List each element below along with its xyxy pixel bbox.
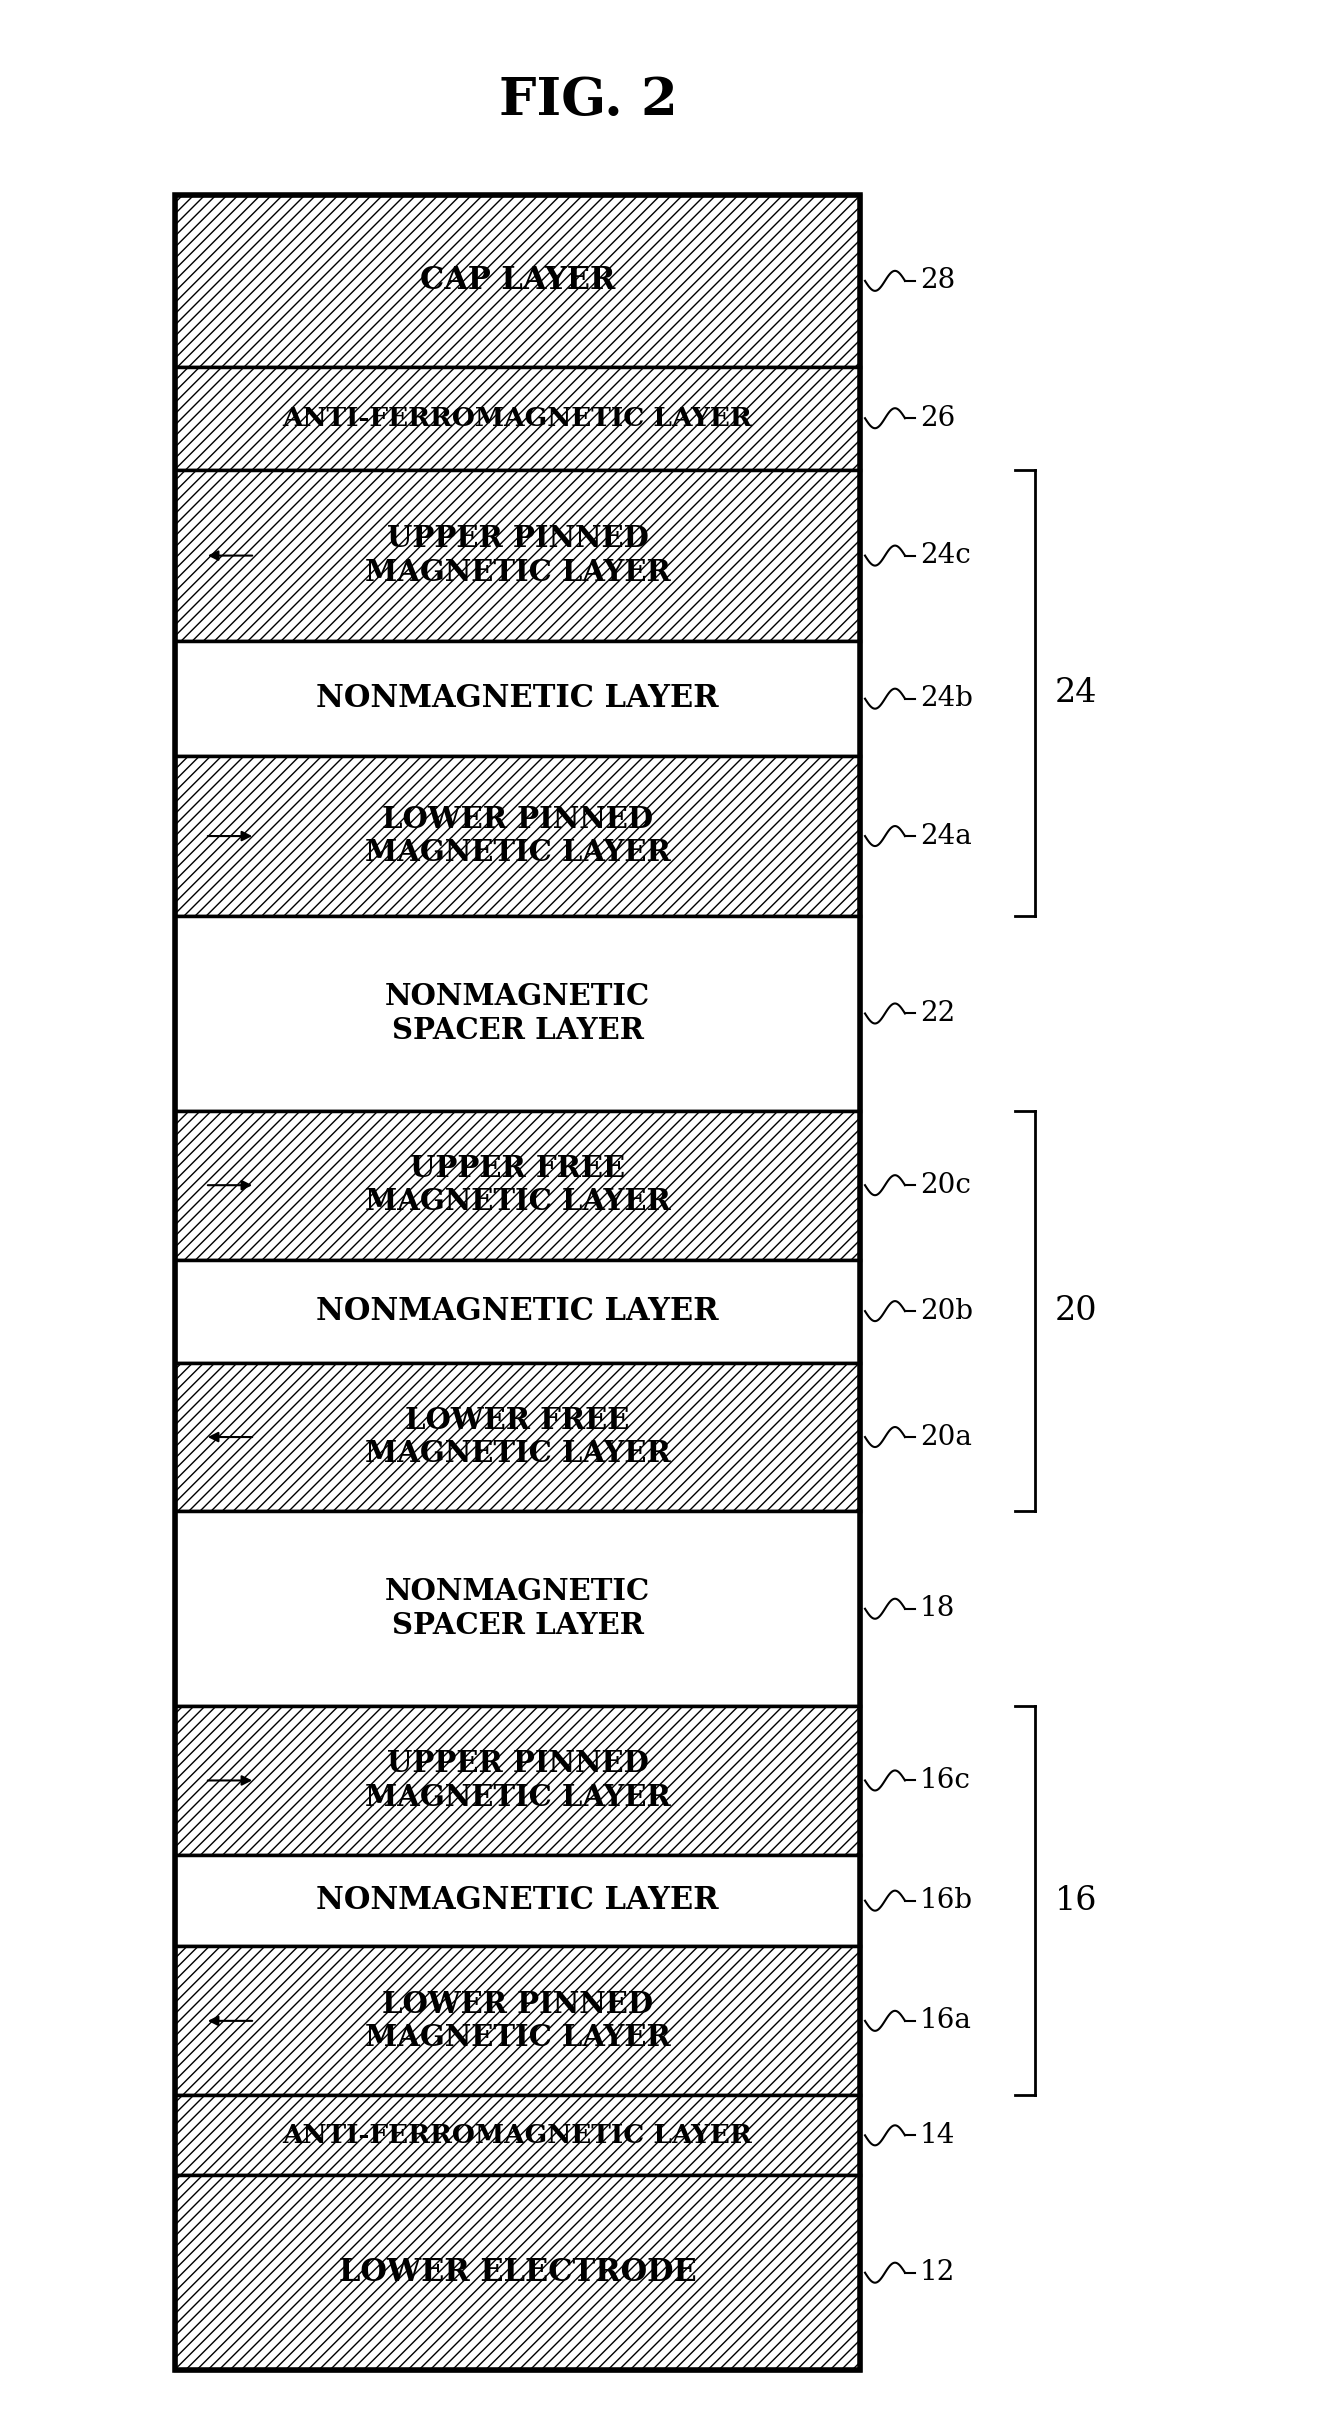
Bar [175, 642, 860, 756]
Bar [175, 2175, 860, 2369]
Text: NONMAGNETIC LAYER: NONMAGNETIC LAYER [316, 1295, 719, 1327]
Text: 26: 26 [920, 406, 955, 433]
Text: 16a: 16a [920, 2007, 972, 2034]
Bar [175, 2095, 860, 2175]
Text: UPPER FREE
MAGNETIC LAYER: UPPER FREE MAGNETIC LAYER [365, 1154, 670, 1217]
Bar [175, 1259, 860, 1363]
Text: NONMAGNETIC LAYER: NONMAGNETIC LAYER [316, 1886, 719, 1917]
Bar [175, 1706, 860, 1854]
Text: 20c: 20c [920, 1171, 971, 1198]
Text: 14: 14 [920, 2121, 956, 2148]
Bar [175, 1511, 860, 1706]
Text: LOWER PINNED
MAGNETIC LAYER: LOWER PINNED MAGNETIC LAYER [365, 1990, 670, 2053]
Text: CAP LAYER: CAP LAYER [420, 265, 615, 296]
Text: 24a: 24a [920, 821, 972, 850]
Bar [175, 1363, 860, 1511]
Text: 24b: 24b [920, 685, 973, 712]
Text: 20b: 20b [920, 1298, 973, 1324]
Bar [175, 194, 860, 2369]
Bar [175, 1111, 860, 1259]
Text: 16c: 16c [920, 1767, 971, 1793]
Text: LOWER PINNED
MAGNETIC LAYER: LOWER PINNED MAGNETIC LAYER [365, 804, 670, 868]
Text: LOWER FREE
MAGNETIC LAYER: LOWER FREE MAGNETIC LAYER [365, 1405, 670, 1468]
Bar [175, 1854, 860, 1946]
Text: 28: 28 [920, 267, 955, 294]
Text: 18: 18 [920, 1594, 956, 1623]
Text: 12: 12 [920, 2260, 956, 2287]
Bar [175, 916, 860, 1111]
Text: FIG. 2: FIG. 2 [499, 75, 678, 126]
Text: 20a: 20a [920, 1424, 972, 1451]
Text: 16: 16 [1055, 1886, 1098, 1917]
Bar [175, 194, 860, 367]
Text: 22: 22 [920, 1001, 955, 1028]
Bar [175, 1946, 860, 2095]
Bar [175, 469, 860, 642]
Text: NONMAGNETIC
SPACER LAYER: NONMAGNETIC SPACER LAYER [385, 1577, 650, 1640]
Text: UPPER PINNED
MAGNETIC LAYER: UPPER PINNED MAGNETIC LAYER [365, 1750, 670, 1813]
Bar [175, 756, 860, 916]
Text: UPPER PINNED
MAGNETIC LAYER: UPPER PINNED MAGNETIC LAYER [365, 525, 670, 588]
Text: 24: 24 [1055, 678, 1098, 710]
Text: ANTI-FERROMAGNETIC LAYER: ANTI-FERROMAGNETIC LAYER [282, 2124, 753, 2148]
Text: 20: 20 [1055, 1295, 1098, 1327]
Text: 24c: 24c [920, 542, 971, 569]
Text: NONMAGNETIC
SPACER LAYER: NONMAGNETIC SPACER LAYER [385, 982, 650, 1045]
Text: ANTI-FERROMAGNETIC LAYER: ANTI-FERROMAGNETIC LAYER [282, 406, 753, 430]
Text: LOWER ELECTRODE: LOWER ELECTRODE [338, 2257, 697, 2289]
Text: NONMAGNETIC LAYER: NONMAGNETIC LAYER [316, 683, 719, 714]
Text: 16b: 16b [920, 1888, 973, 1915]
Bar [175, 367, 860, 469]
